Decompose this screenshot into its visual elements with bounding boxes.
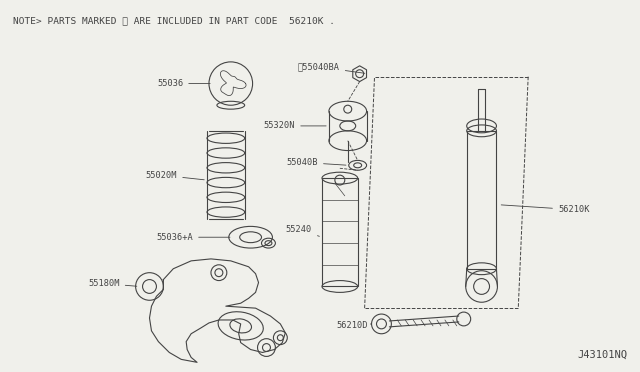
Text: J43101NQ: J43101NQ [577, 349, 627, 359]
Bar [322, 178, 358, 286]
Text: 55180M: 55180M [88, 279, 137, 288]
Text: NOTE> PARTS MARKED ※ ARE INCLUDED IN PART CODE  56210K .: NOTE> PARTS MARKED ※ ARE INCLUDED IN PAR… [13, 17, 335, 26]
Text: 55040B: 55040B [287, 158, 346, 167]
Text: 55036+A: 55036+A [156, 233, 230, 242]
Text: 55320N: 55320N [264, 121, 326, 131]
Text: 55020M: 55020M [146, 171, 204, 180]
Bar [467, 131, 497, 269]
Text: 55240: 55240 [286, 225, 319, 236]
Text: ※55040BA: ※55040BA [298, 62, 365, 73]
Text: 55036: 55036 [157, 79, 210, 88]
Text: 56210D: 56210D [336, 321, 372, 330]
Text: 56210K: 56210K [501, 205, 589, 214]
